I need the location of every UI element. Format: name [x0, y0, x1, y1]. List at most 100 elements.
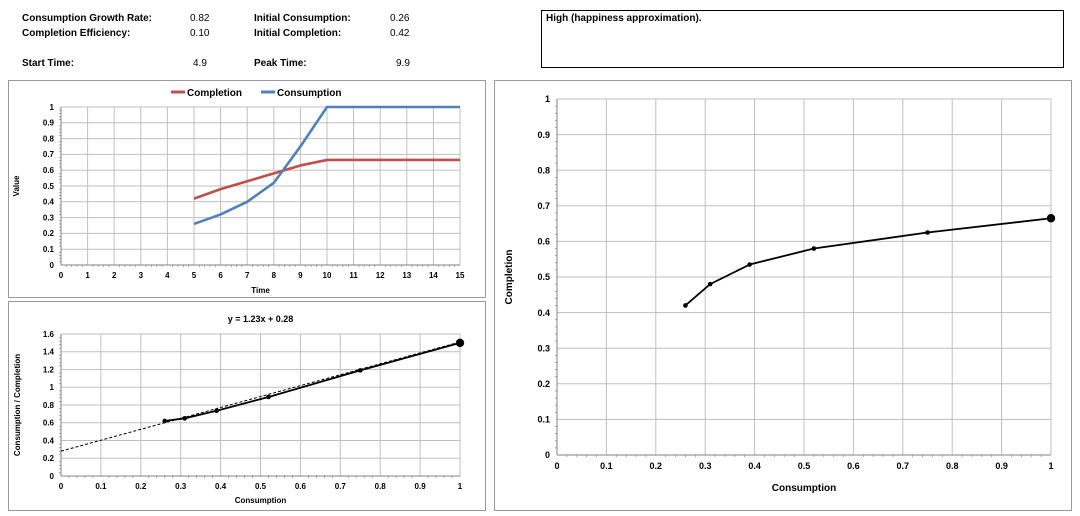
data-point-marker [925, 230, 930, 235]
ratio-chart-panel: 0 0.1 0.2 0.3 0.4 0.5 0.6 0.7 0.8 0.9 1 0 0.2 0.4 0.6 0… [8, 301, 486, 511]
init-completion-label: Initial Completion: [254, 28, 342, 39]
growth-rate-label: Consumption Growth Rate: [22, 13, 152, 24]
y-tick-label: 0.6 [43, 166, 55, 175]
data-point-end-marker [1046, 214, 1056, 223]
x-tick-label: 11 [349, 271, 358, 280]
data-point-marker [182, 416, 187, 421]
x-tick-label: 12 [376, 271, 385, 280]
x-tick-label: 0 [59, 482, 64, 491]
x-tick-label: 14 [429, 271, 438, 280]
x-tick-label: 1 [85, 271, 90, 280]
y-tick-label: 0 [50, 261, 55, 270]
series-line-completion [193, 158, 460, 200]
ratio-chart: 0 0.1 0.2 0.3 0.4 0.5 0.6 0.7 0.8 0.9 1 0 0.2 0.4 0.6 0… [13, 314, 465, 505]
y-tick-label: 0.4 [537, 308, 550, 318]
start-time-value: 4.9 [193, 58, 207, 69]
note-box: High (happiness approximation). [541, 10, 1064, 68]
x-tick-label: 0 [59, 271, 64, 280]
y-tick-label: 0.5 [43, 182, 55, 191]
x-tick-label: 2 [112, 271, 117, 280]
trendline [60, 341, 461, 452]
x-tick-label: 3 [139, 271, 144, 280]
x-tick-label: 0.3 [699, 461, 712, 471]
peak-time-value: 9.9 [396, 58, 410, 69]
x-tick-label: 10 [323, 271, 332, 280]
y-tick-label: 1.4 [43, 348, 55, 357]
x-tick-label: 0.9 [415, 482, 427, 491]
x-tick-label: 0.5 [798, 461, 811, 471]
x-tick-label: 8 [272, 271, 277, 280]
data-point-marker [747, 262, 752, 267]
y-axis-title: Completion [504, 250, 515, 305]
start-time-label: Start Time: [22, 58, 75, 69]
data-point-marker [683, 303, 688, 308]
note-text: High (happiness approximation). [546, 13, 702, 24]
x-tick-label: 0.2 [135, 482, 147, 491]
y-tick-label: 0.3 [43, 213, 55, 222]
x-tick-label: 0.1 [95, 482, 107, 491]
x-tick-label: 0 [554, 461, 559, 471]
time-chart: 0 1 2 3 4 5 6 7 8 9 10 11 12 13 14 1500.10.20.30.40.50.… [12, 88, 465, 295]
y-tick-label: 0.2 [537, 379, 550, 389]
y-tick-label: 0.8 [43, 134, 55, 143]
y-tick-label: 1.2 [43, 365, 55, 374]
data-point-end-marker [455, 338, 465, 348]
x-tick-label: 0.8 [946, 461, 959, 471]
y-tick-label: 0.3 [537, 343, 550, 353]
data-point-marker [357, 368, 363, 373]
init-consumption-value: 0.26 [390, 13, 410, 24]
x-axis-title: Consumption [235, 496, 287, 505]
x-tick-label: 5 [192, 271, 197, 280]
x-tick-label: 0.2 [650, 461, 663, 471]
data-point-marker [214, 408, 219, 414]
data-point-marker [811, 246, 817, 251]
init-consumption-label: Initial Consumption: [254, 13, 351, 24]
x-tick-label: 0.4 [748, 461, 761, 471]
completion-chart-panel: 0 0.1 0.2 0.3 0.4 0.5 0.6 0.7 0.8 0.9 1 0 0.1 0.2 0.3 0… [494, 80, 1072, 511]
efficiency-label: Completion Efficiency: [22, 28, 131, 39]
y-tick-label: 0.2 [43, 454, 55, 463]
y-tick-label: 0 [545, 450, 550, 460]
x-tick-label: 1 [1048, 461, 1053, 471]
x-tick-label: 0.3 [175, 482, 187, 491]
data-point-marker [266, 394, 271, 400]
x-tick-label: 6 [218, 271, 223, 280]
y-tick-label: 1.6 [43, 330, 55, 339]
x-tick-label: 4 [165, 271, 170, 280]
x-tick-label: 0.6 [847, 461, 860, 471]
legend-label-consumption: Consumption [277, 88, 341, 99]
x-tick-label: 0.7 [335, 482, 347, 491]
x-tick-label: 0.7 [897, 461, 910, 471]
y-tick-label: 0.7 [537, 201, 550, 211]
y-tick-label: 1 [50, 383, 55, 392]
x-axis-title: Consumption [772, 483, 836, 494]
x-tick-label: 1 [458, 482, 463, 491]
y-axis-title: Consumption / Completion [13, 354, 22, 456]
y-tick-label: 0.6 [43, 419, 55, 428]
y-tick-label: 0.1 [43, 245, 55, 254]
y-tick-label: 0.7 [43, 150, 55, 159]
series-line-consumption [193, 105, 460, 226]
y-axis-title: Value [12, 175, 21, 196]
growth-rate-value: 0.82 [190, 13, 210, 24]
x-tick-label: 9 [298, 271, 303, 280]
data-point-marker [162, 418, 168, 424]
time-chart-panel: 0 1 2 3 4 5 6 7 8 9 10 11 12 13 14 15 0 0.1 0.2 0.3 0.4 0.5 0.… [8, 80, 486, 298]
chart-title: y = 1.23x + 0.28 [228, 314, 294, 324]
x-tick-label: 0.8 [375, 482, 387, 491]
x-tick-label: 0.1 [600, 461, 613, 471]
x-tick-label: 7 [245, 271, 250, 280]
y-tick-label: 0.6 [537, 237, 550, 247]
x-tick-label: 13 [402, 271, 411, 280]
x-tick-label: 0.9 [995, 461, 1008, 471]
peak-time-label: Peak Time: [254, 58, 307, 69]
efficiency-value: 0.10 [190, 28, 210, 39]
series-line [164, 342, 461, 422]
y-tick-label: 1 [50, 103, 55, 112]
series-line [684, 217, 1052, 307]
y-tick-label: 0.4 [43, 436, 55, 445]
y-tick-label: 0.8 [43, 401, 55, 410]
y-tick-label: 0.8 [537, 165, 550, 175]
x-tick-label: 0.6 [295, 482, 307, 491]
init-completion-value: 0.42 [390, 28, 410, 39]
